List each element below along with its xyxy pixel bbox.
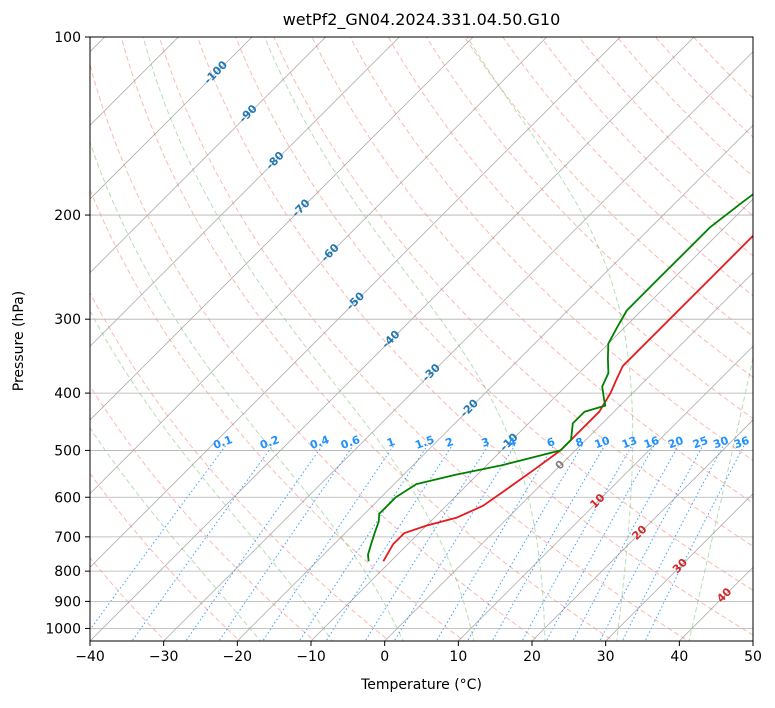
x-tick-label: 50 [744, 649, 762, 665]
mixing-ratio-label: 6 [545, 435, 557, 450]
x-tick-label: −30 [149, 649, 179, 665]
isotherm [531, 419, 753, 641]
y-axis-label: Pressure (hPa) [11, 290, 27, 392]
mixing-ratio-label: 16 [642, 434, 661, 452]
y-tick-label: 1000 [45, 621, 81, 637]
plot-area [90, 37, 753, 641]
mixing-ratio-label: 10 [593, 434, 612, 452]
isotherm [384, 272, 753, 641]
mixing-ratio-line [325, 444, 453, 641]
mixing-ratio-line [393, 444, 516, 641]
mixing-ratio-label: 3 [480, 435, 492, 450]
mixing-ratio-label: 0.4 [308, 433, 331, 452]
dry-adiabat [273, 37, 753, 547]
plot-background [90, 37, 753, 641]
isotherm [90, 37, 621, 568]
profiles [367, 193, 753, 562]
isotherm [236, 124, 753, 641]
isotherm [90, 37, 695, 641]
mixing-ratio-line [599, 444, 704, 641]
x-tick-label: 40 [670, 649, 688, 665]
mixing-ratio-label: 8 [574, 435, 586, 450]
mixing-ratio-label: 1 [385, 435, 397, 450]
mixing-ratio-label: 30 [711, 434, 730, 452]
isobars [90, 37, 753, 629]
y-tick-label: 300 [54, 312, 81, 328]
chart-title: wetPf2_GN04.2024.331.04.50.G10 [282, 10, 561, 29]
isotherm [752, 640, 753, 641]
mixing-ratio-label: 4 [506, 435, 518, 450]
isotherm [90, 37, 400, 347]
mixing-ratio-line [364, 444, 489, 641]
y-tick-label: 400 [54, 386, 81, 402]
mixing-ratio-line [435, 444, 555, 641]
isotherms [90, 37, 753, 641]
moist-adiabat [90, 426, 261, 641]
x-tick-label: 10 [449, 649, 467, 665]
mixing-ratio-label: 20 [666, 434, 685, 452]
isotherm [90, 37, 548, 495]
x-tick-label: −40 [75, 649, 105, 665]
x-tick-label: 0 [380, 649, 389, 665]
isotherm [90, 37, 253, 200]
y-tick-label: 700 [54, 530, 81, 546]
mixing-ratio-line [572, 444, 679, 641]
isotherm [605, 493, 753, 641]
temperature-profile [382, 234, 753, 562]
y-tick-label: 800 [54, 564, 81, 580]
y-tick-label: 200 [54, 208, 81, 224]
isotherm [90, 37, 327, 274]
y-tick-label: 100 [54, 30, 81, 46]
mixing-ratio-line [90, 444, 227, 631]
mixing-ratio-line [218, 444, 354, 641]
mixing-ratio-label: 36 [732, 434, 751, 452]
x-tick-label: 30 [597, 649, 615, 665]
dry-adiabat [90, 62, 540, 641]
mixing-ratio-label: 25 [691, 434, 710, 451]
mixing-ratio-label: 0.6 [339, 433, 362, 452]
dry-adiabat [196, 37, 753, 636]
isotherm [310, 198, 753, 641]
dry-adiabat [90, 384, 316, 641]
x-tick-label: −10 [296, 649, 326, 665]
mixing-ratio-label: 0.2 [258, 433, 281, 452]
dry-adiabat [235, 37, 753, 591]
mixing-ratio-line [298, 444, 429, 641]
dry-adiabat [311, 37, 753, 504]
mixing-ratio-label: 13 [620, 434, 639, 451]
x-axis-label: Temperature (°C) [361, 677, 482, 693]
mixing-ratio-line [185, 444, 324, 641]
mixing-ratio-line [466, 444, 583, 641]
y-tick-label: 500 [54, 443, 81, 459]
isotherm [457, 345, 753, 641]
mixing-ratio-label: 1.5 [413, 433, 436, 452]
axes: −40 −30 −20 −10 0 10 20 30 40 5010020030040050060… [45, 30, 762, 665]
dewpoint-profile [367, 193, 753, 562]
mixing-ratio-label: 0.1 [211, 433, 234, 452]
dry-adiabat [425, 37, 753, 378]
x-tick-label: 20 [523, 649, 541, 665]
y-tick-label: 900 [54, 594, 81, 610]
x-tick-label: −20 [223, 649, 253, 665]
mixing-ratio-line [262, 444, 395, 641]
axes-frame [89, 36, 754, 642]
isotherm [90, 37, 474, 421]
dry-adiabat [464, 37, 753, 337]
mixing-ratio-label: 2 [444, 435, 456, 450]
dry-adiabat [349, 37, 753, 462]
y-tick-label: 600 [54, 490, 81, 506]
isotherm [163, 51, 753, 641]
